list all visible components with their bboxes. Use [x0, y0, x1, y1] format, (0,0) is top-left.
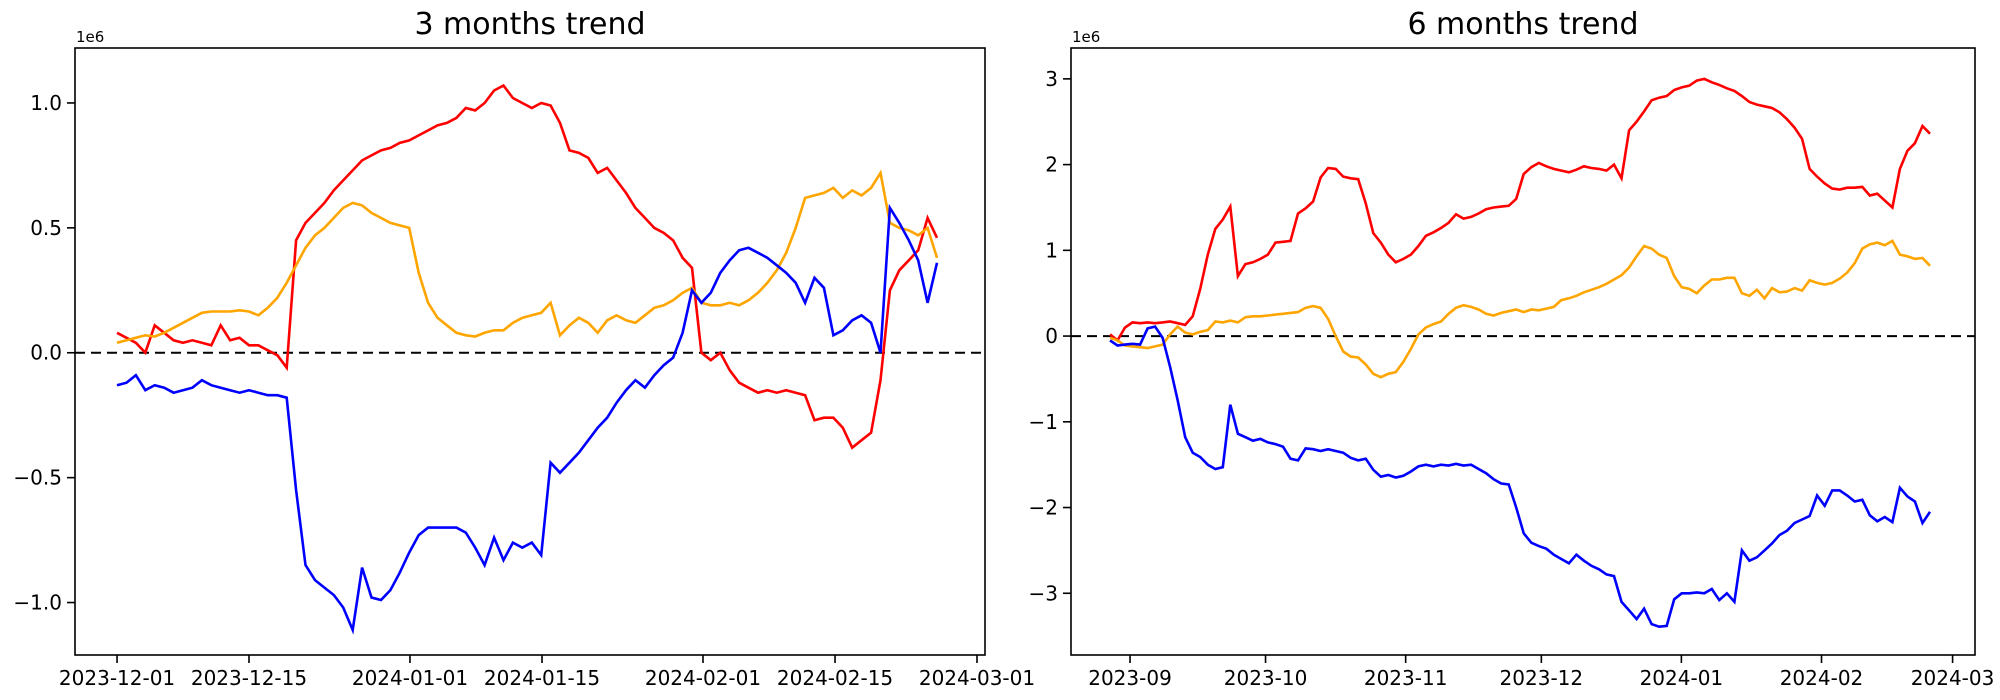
y-tick-label: −0.5: [13, 466, 62, 490]
axis-offset-label: 1e6: [76, 28, 104, 46]
y-tick-label: 1.0: [30, 91, 62, 115]
x-tick-label: 2024-01: [1640, 666, 1724, 690]
y-tick-label: −3: [1029, 581, 1058, 605]
x-tick-label: 2024-02: [1780, 666, 1864, 690]
series-blue-line: [1109, 325, 1932, 629]
plot-frame: [74, 47, 986, 656]
y-tick-label: −1: [1029, 410, 1058, 434]
y-tick-label: 2: [1045, 153, 1058, 177]
y-tick-label: 3: [1045, 67, 1058, 91]
series-orange-line: [1109, 239, 1931, 379]
x-tick-label: 2023-10: [1224, 666, 1308, 690]
x-tick-label: 2024-03-01: [919, 666, 1035, 690]
plot-area: [1071, 48, 1975, 655]
chart-title: 6 months trend: [1407, 7, 1638, 42]
plot-frame: [1070, 47, 1976, 656]
x-tick-label: 2023-09: [1088, 666, 1172, 690]
x-tick-label: 2023-12: [1500, 666, 1584, 690]
x-tick-label: 2023-12-01: [59, 666, 175, 690]
series-orange-line: [116, 169, 939, 345]
x-tick-label: 2024-02-15: [777, 666, 893, 690]
series-blue-line: [116, 203, 939, 635]
y-tick-label: 0: [1045, 324, 1058, 348]
y-tick-label: −2: [1029, 496, 1058, 520]
y-tick-label: 1: [1045, 238, 1058, 262]
series-red-line: [116, 83, 939, 450]
x-tick-label: 2024-01-01: [352, 666, 468, 690]
x-tick-label: 2024-02-01: [645, 666, 761, 690]
x-tick-label: 2023-11: [1364, 666, 1448, 690]
x-tick-label: 2024-03: [1911, 666, 1995, 690]
chart-title: 3 months trend: [414, 7, 645, 42]
chart-1: 3 2 1 0 −1 −2 −3 2023-09 2023-10 2023-11 2023-12 20…: [1029, 7, 1995, 690]
y-tick-label: 0.5: [30, 216, 62, 240]
plot-area: [75, 48, 985, 655]
chart-0: 1.0 0.5 0.0 −0.5 −1.0 2023-12-01 2023-12-15 202…: [13, 7, 1035, 690]
axis-offset-label: 1e6: [1072, 28, 1100, 46]
x-tick-label: 2023-12-15: [191, 666, 307, 690]
y-tick-label: 0.0: [30, 341, 62, 365]
x-tick-label: 2024-01-15: [484, 666, 600, 690]
y-tick-label: −1.0: [13, 591, 62, 615]
series-red-line: [1109, 77, 1931, 343]
